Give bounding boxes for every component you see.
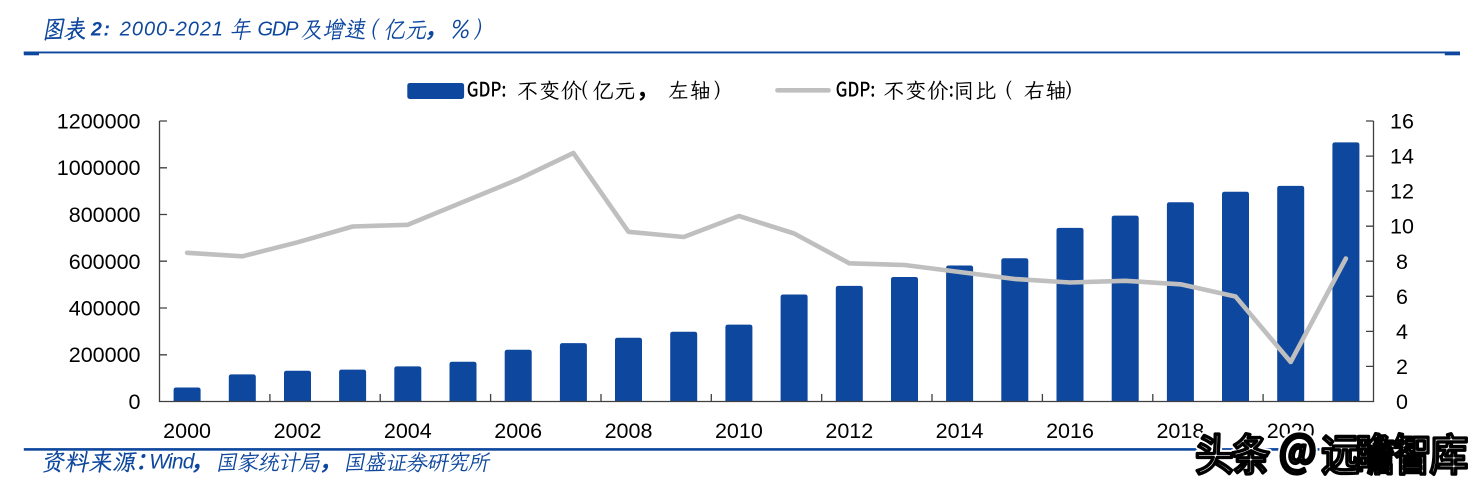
svg-text:2000: 2000 [163,419,211,443]
svg-text:800000: 800000 [69,203,141,227]
svg-text:0: 0 [1396,390,1408,414]
svg-text:6: 6 [1396,285,1408,309]
svg-text:400000: 400000 [69,297,141,321]
svg-text:2014: 2014 [936,419,984,443]
svg-text:2000-2021: 2000-2021 [119,19,224,41]
svg-text:2018: 2018 [1156,419,1204,443]
svg-text:2004: 2004 [384,419,432,443]
svg-text:2006: 2006 [494,419,542,443]
svg-text:2002: 2002 [274,419,322,443]
svg-text:GDP: GDP [258,19,300,41]
svg-text:14: 14 [1390,145,1414,169]
svg-text:4: 4 [1396,320,1408,344]
svg-text:2:: 2: [90,19,112,41]
svg-text:Wind: Wind [149,451,196,474]
svg-text:10: 10 [1390,215,1414,239]
svg-text:1000000: 1000000 [57,156,141,180]
svg-text:2016: 2016 [1046,419,1094,443]
svg-text:200000: 200000 [69,343,141,367]
svg-text:1200000: 1200000 [57,110,141,134]
svg-text:2012: 2012 [825,419,873,443]
svg-text:2: 2 [1396,355,1408,379]
svg-text:12: 12 [1390,180,1414,204]
svg-text:0: 0 [129,390,141,414]
svg-text:16: 16 [1390,110,1414,134]
svg-text:2010: 2010 [715,419,763,443]
svg-text:8: 8 [1396,250,1408,274]
svg-text:600000: 600000 [69,250,141,274]
svg-text:2008: 2008 [605,419,653,443]
